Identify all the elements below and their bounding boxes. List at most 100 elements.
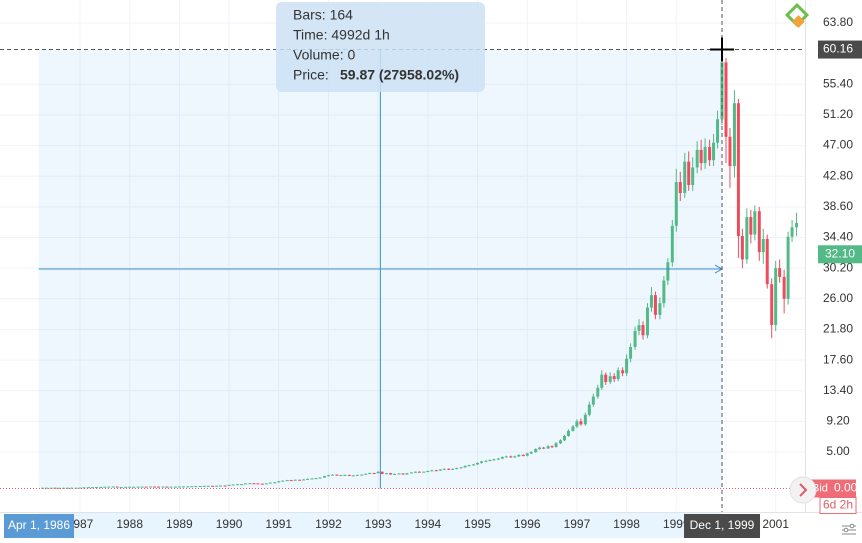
candle-body xyxy=(653,295,657,315)
scroll-button[interactable] xyxy=(789,476,817,504)
overlay: Bars: 164 Time: 4992d 1h Volume: 0 Price: 59… xyxy=(0,0,805,512)
x-tick-label: 1988 xyxy=(116,517,143,531)
tooltip-price-name: Price: xyxy=(293,67,329,83)
candle-body xyxy=(236,484,240,486)
start-label: Apr 1, 1986 xyxy=(8,518,70,532)
candle-body xyxy=(666,262,670,281)
candle-body xyxy=(86,487,90,489)
y-tick-label: 63.80 xyxy=(823,15,853,29)
candle-body xyxy=(467,465,471,467)
candle-body xyxy=(774,268,778,326)
measure-tooltip xyxy=(276,2,485,92)
candle-body xyxy=(716,119,720,143)
y-tick-label: 42.80 xyxy=(823,168,853,182)
candle-body xyxy=(583,414,587,425)
candle-body xyxy=(500,457,504,459)
candle-body xyxy=(790,227,794,237)
candle-body xyxy=(649,295,653,308)
candle-body xyxy=(293,479,297,481)
candle-body xyxy=(472,464,476,466)
candle-body xyxy=(695,149,699,168)
candle-body xyxy=(231,484,235,486)
candle-body xyxy=(534,449,538,453)
candle-body xyxy=(343,474,347,476)
y-tick-label: 51.20 xyxy=(823,107,853,121)
settings-button[interactable] xyxy=(842,523,856,535)
candle-body xyxy=(103,486,107,488)
candle-body xyxy=(136,486,140,488)
candle-body xyxy=(708,147,712,161)
tooltip-time: Time: 4992d 1h xyxy=(293,27,390,43)
y-tick-label: 5.00 xyxy=(826,444,850,458)
crosshair-price-bg xyxy=(818,40,862,59)
x-tick-label: 1994 xyxy=(414,517,441,531)
candle-body xyxy=(538,447,542,450)
last-price: 32.10 xyxy=(825,246,855,260)
candle-body xyxy=(761,238,765,253)
candle-body xyxy=(674,182,678,226)
candle-body xyxy=(82,487,86,489)
candle-body xyxy=(683,161,687,193)
x-tick-label: 1989 xyxy=(166,517,193,531)
candle-body xyxy=(596,387,600,397)
countdown-bg xyxy=(819,497,857,515)
candle-body xyxy=(314,478,318,480)
candle-body xyxy=(389,473,393,475)
candle-body xyxy=(157,486,161,488)
crosshair-price: 60.16 xyxy=(823,42,853,56)
candle-body xyxy=(765,238,769,285)
candle-body xyxy=(53,487,57,489)
candle-body xyxy=(111,486,115,488)
tooltip-volume: Volume: 0 xyxy=(293,47,355,63)
candle-body xyxy=(571,426,575,431)
candle-body xyxy=(90,487,94,489)
candle-body xyxy=(78,487,82,489)
axes: 1987 1988 1989 1990 1991 1992 1993 1994 1995 1996… xyxy=(67,15,854,531)
candle-body xyxy=(45,487,49,489)
x-tick-label: 1999 xyxy=(663,517,690,531)
candle-body xyxy=(529,452,533,454)
candle-body xyxy=(99,486,103,488)
candle-body xyxy=(434,470,438,472)
candle-body xyxy=(66,487,70,489)
candle-body xyxy=(691,167,695,185)
candle-body xyxy=(745,217,749,260)
candle-body xyxy=(430,470,434,472)
candle-body xyxy=(397,473,401,475)
tooltip-bars: Bars: 164 xyxy=(293,7,353,23)
candle-body xyxy=(658,303,662,315)
x-tick-label: 1998 xyxy=(613,517,640,531)
candle-body xyxy=(326,475,330,477)
candle-body xyxy=(256,483,260,485)
candle-body xyxy=(74,487,78,489)
candle-body xyxy=(699,149,703,164)
candle-body xyxy=(575,421,579,427)
candle-body xyxy=(380,471,384,474)
candle-body xyxy=(670,225,674,263)
candle-body xyxy=(480,461,484,463)
candle-body xyxy=(161,486,165,488)
candle-body xyxy=(186,486,190,488)
candle-body xyxy=(633,330,637,347)
candle-body xyxy=(703,147,707,164)
logo[interactable] xyxy=(784,2,810,28)
candle-body xyxy=(273,482,277,484)
candle-body xyxy=(542,447,546,449)
candle-body xyxy=(442,468,446,470)
candle-body xyxy=(637,325,641,331)
candle-body xyxy=(509,456,513,458)
candle-body xyxy=(604,374,608,382)
candle-body xyxy=(438,469,442,471)
x-tick-label: 1990 xyxy=(216,517,243,531)
y-tick-label: 30.20 xyxy=(823,260,853,274)
x-tick-label: 1992 xyxy=(315,517,342,531)
y-tick-label: 47.00 xyxy=(823,138,853,152)
candle-body xyxy=(281,480,285,482)
candle-body xyxy=(215,485,219,487)
candle-body xyxy=(629,346,633,359)
x-tick-label: 1996 xyxy=(514,517,541,531)
countdown: 6d 2h xyxy=(823,498,853,512)
candle-body xyxy=(347,474,351,476)
candle-body xyxy=(753,211,757,235)
candle-body xyxy=(566,430,570,436)
